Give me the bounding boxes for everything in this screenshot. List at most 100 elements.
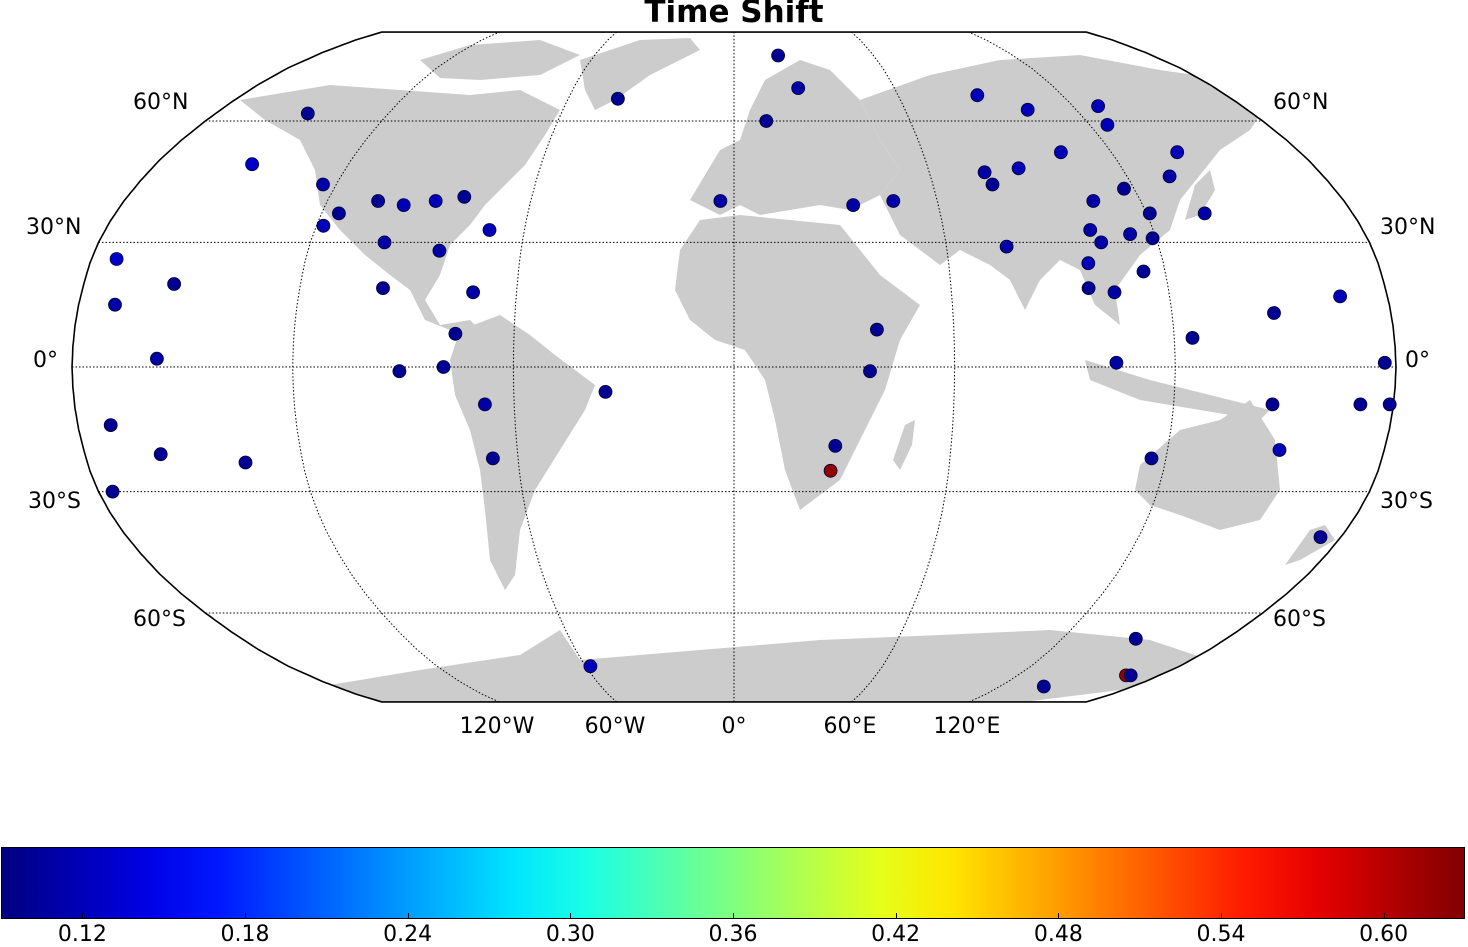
graticule — [72, 31, 1396, 703]
colorbar-tick-mark — [245, 913, 246, 919]
japan-landmass — [1185, 170, 1215, 220]
indonesia-landmass — [1085, 360, 1270, 420]
station-marker — [396, 198, 411, 213]
station-marker — [377, 235, 392, 250]
colorbar-tick-mark — [570, 913, 572, 919]
station-marker — [448, 326, 463, 341]
station-marker — [1081, 281, 1096, 296]
station-marker — [109, 252, 124, 266]
station-marker — [1107, 285, 1122, 300]
station-marker — [466, 285, 481, 300]
lat-label-eq-right: 0° — [1405, 348, 1430, 373]
station-marker — [1170, 145, 1185, 160]
station-marker — [1091, 99, 1105, 113]
station-marker — [1123, 668, 1138, 683]
lat-label-60n-left: 60°N — [133, 90, 189, 115]
meridian--120 — [292, 31, 500, 703]
station-marker — [1083, 223, 1098, 237]
station-marker — [985, 177, 1000, 192]
lat-label-30s-left: 30°S — [28, 489, 81, 514]
colorbar-tick-mark — [1058, 913, 1060, 919]
land-layer — [240, 38, 1335, 702]
africa-landmass — [675, 215, 920, 510]
station-marker — [791, 81, 806, 95]
station-marker — [999, 239, 1014, 254]
station-marker — [428, 194, 443, 208]
station-marker — [436, 360, 451, 374]
station-marker — [583, 659, 598, 674]
colorbar-tick-label: 0.30 — [545, 922, 595, 947]
station-marker — [371, 194, 386, 208]
station-marker — [1020, 102, 1035, 117]
colorbar-tick-label: 0.54 — [1196, 922, 1246, 947]
colorbar-tick-label: 0.24 — [383, 922, 433, 947]
station-marker — [1185, 330, 1200, 345]
lat-label-30s-right: 30°S — [1380, 489, 1433, 514]
station-marker — [1100, 118, 1115, 132]
station-marker — [457, 189, 472, 204]
station-marker — [1197, 206, 1212, 221]
colorbar-tick-mark — [895, 913, 897, 919]
station-marker — [846, 198, 861, 213]
station-marker — [167, 277, 182, 291]
europe-landmass — [690, 60, 900, 215]
station-marker — [238, 455, 253, 470]
lon-label-60w: 60°W — [584, 714, 646, 739]
station-marker — [316, 218, 331, 233]
colorbar-tick-label: 0.12 — [57, 922, 107, 947]
colorbar-tick-mark — [82, 913, 84, 919]
station-marker — [1333, 289, 1347, 304]
station-marker — [828, 438, 843, 453]
colorbar — [1, 847, 1465, 919]
station-marker — [1142, 206, 1157, 221]
lat-label-60n-right: 60°N — [1273, 90, 1329, 115]
station-marker — [1162, 169, 1177, 184]
station-marker — [105, 484, 120, 499]
south-america-landmass — [450, 315, 595, 590]
station-marker — [1353, 397, 1368, 412]
station-marker — [477, 397, 492, 412]
colorbar-tick-mark — [1221, 913, 1222, 919]
lon-label-120e: 120°E — [933, 714, 1001, 739]
station-marker — [1313, 530, 1328, 544]
antarctica-landmass — [300, 630, 1210, 702]
station-marker — [823, 463, 838, 478]
station-marker — [153, 447, 168, 462]
station-marker — [1267, 306, 1281, 320]
station-marker — [1036, 679, 1051, 694]
station-markers — [103, 48, 1397, 694]
colorbar-tick-label: 0.42 — [871, 922, 921, 947]
station-marker — [1136, 264, 1151, 279]
station-marker — [1145, 231, 1160, 246]
station-marker — [1377, 355, 1392, 370]
station-marker — [300, 106, 315, 121]
station-marker — [331, 206, 346, 221]
colorbar-tick-label: 0.60 — [1359, 922, 1409, 947]
globe-outline — [71, 31, 1397, 703]
station-marker — [316, 177, 330, 192]
colorbar-tick-mark — [407, 913, 409, 919]
station-marker — [870, 322, 884, 337]
station-marker — [1109, 355, 1124, 370]
australia-landmass — [1135, 400, 1280, 530]
station-marker — [1144, 451, 1159, 466]
lat-label-eq-left: 0° — [33, 348, 58, 373]
station-marker — [392, 364, 407, 379]
station-marker — [759, 114, 774, 128]
north-america-landmass — [240, 85, 560, 355]
station-marker — [886, 194, 901, 208]
station-marker — [103, 418, 118, 433]
colorbar-tick-mark — [1383, 913, 1385, 919]
station-marker — [432, 243, 447, 258]
station-marker — [1382, 397, 1397, 412]
colorbar-tick-mark — [733, 913, 734, 919]
lon-label-0: 0° — [721, 714, 747, 739]
station-marker — [1094, 235, 1109, 250]
station-marker — [1123, 227, 1137, 242]
meridian-120 — [968, 31, 1176, 703]
madagascar-landmass — [893, 420, 915, 470]
station-marker — [611, 91, 625, 106]
lon-label-120w: 120°W — [459, 714, 535, 739]
station-marker — [1011, 161, 1026, 176]
